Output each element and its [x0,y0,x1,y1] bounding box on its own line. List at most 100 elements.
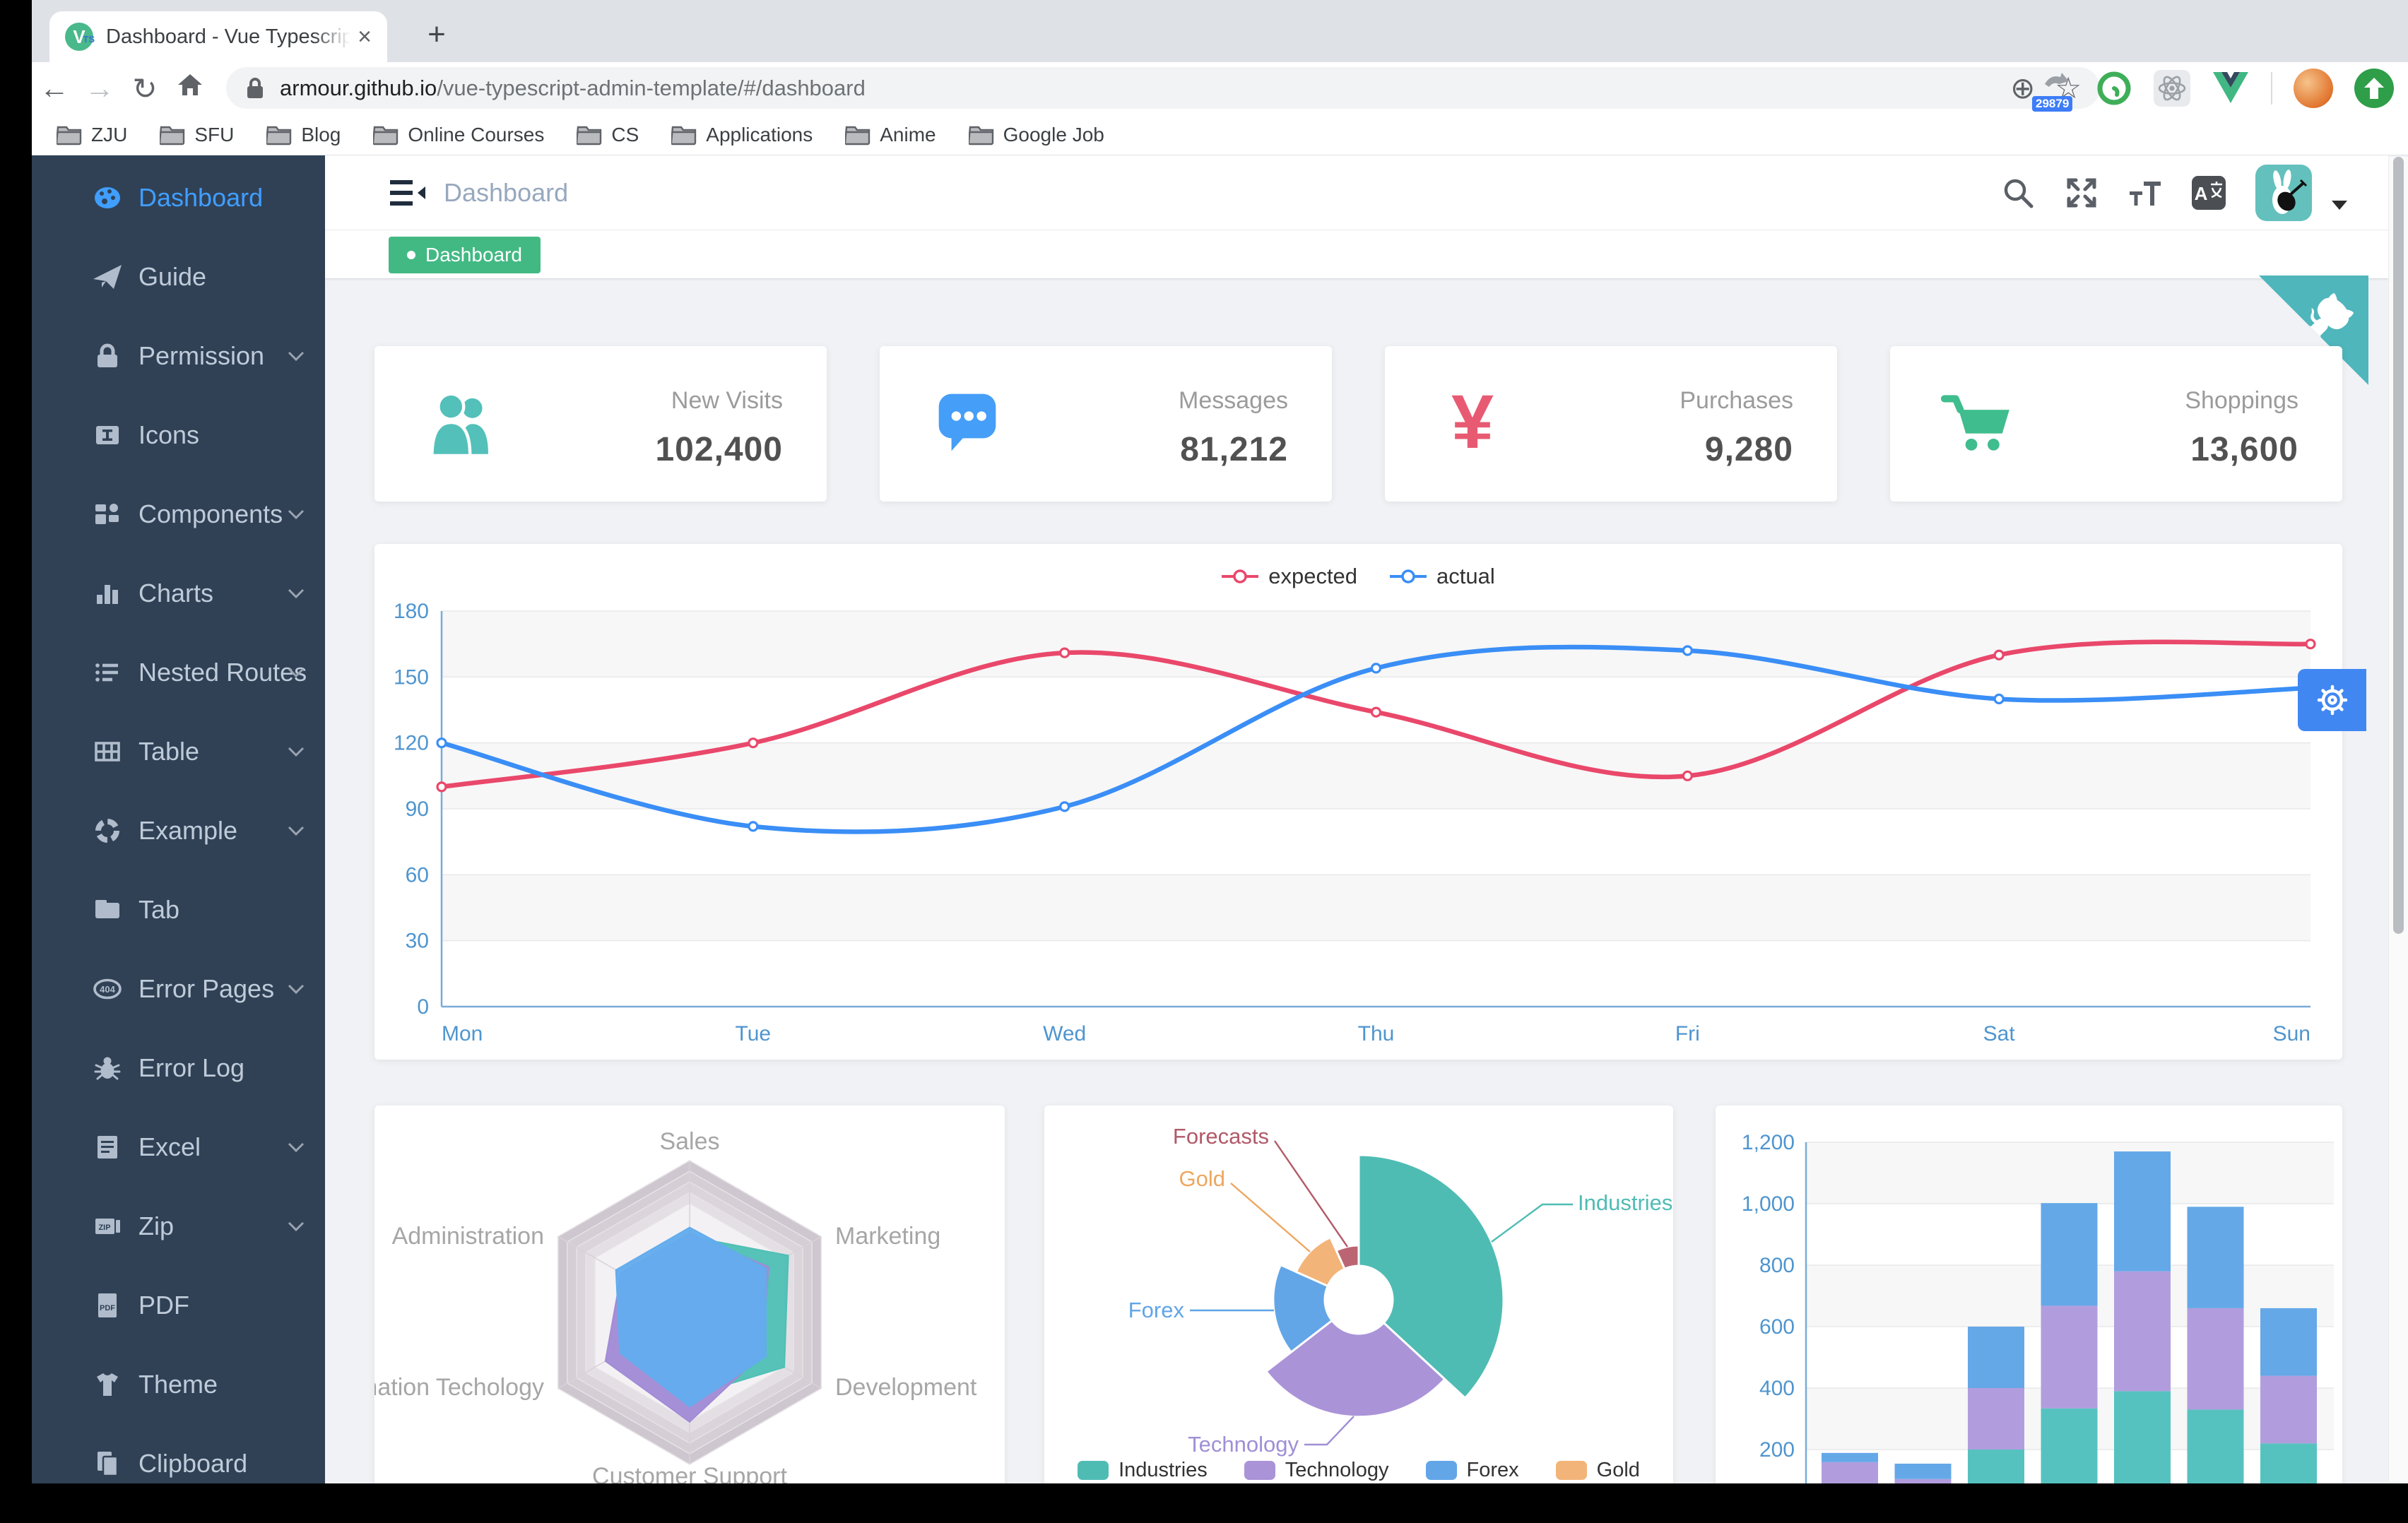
sidebar-item-charts[interactable]: Charts [32,554,325,633]
svg-text:Thu: Thu [1358,1022,1395,1045]
bookmark-item[interactable]: CS [577,124,639,146]
legend-item-expected[interactable]: expected [1222,564,1357,589]
svg-text:150: 150 [394,665,429,689]
sidebar-item-error-pages[interactable]: 404 Error Pages [32,949,325,1029]
search-icon[interactable] [2001,176,2035,210]
sidebar-item-nested-routes[interactable]: Nested Routes [32,633,325,712]
sidebar-item-tab[interactable]: Tab [32,870,325,949]
svg-text:90: 90 [406,798,429,821]
sidebar-item-excel[interactable]: Excel [32,1108,325,1187]
avatar-caret-icon[interactable] [2332,200,2347,210]
sidebar-item-table[interactable]: Table [32,712,325,791]
sidebar-item-label: Components [138,499,283,528]
extension-button[interactable]: 29879 [2032,70,2074,112]
sidebar-item-label: Charts [138,579,214,608]
sidebar-item-error-log[interactable]: Error Log [32,1029,325,1108]
sidebar-item-zip[interactable]: ZIP Zip [32,1187,325,1266]
page-scrollbar[interactable] [2388,157,2408,1482]
lock-icon [247,77,263,98]
svg-text:800: 800 [1759,1254,1795,1277]
bookmark-item[interactable]: Online Courses [373,124,544,146]
vue-extension-icon[interactable] [2212,71,2250,106]
breadcrumb[interactable]: Dashboard [444,178,569,207]
svg-text:Sat: Sat [1983,1022,2016,1045]
sidebar-item-dashboard[interactable]: Dashboard [32,158,325,237]
radar-chart: Sales Marketing Development Customer Suppor… [374,1128,977,1483]
sidebar-item-example[interactable]: Example [32,791,325,870]
tags-view-bar: Dashboard [325,230,2388,279]
sidebar-item-theme[interactable]: Theme [32,1345,325,1424]
legend-label: Industries [1119,1459,1208,1481]
stat-card-purchases[interactable]: ¥ Purchases 9,280 [1385,346,1837,502]
stat-label: Messages [1179,387,1288,414]
svg-text:Fri: Fri [1675,1022,1700,1045]
profile-avatar[interactable] [2294,69,2333,108]
stat-card-shoppings[interactable]: Shoppings 13,600 [1890,346,2342,502]
bookmark-label: CS [611,123,639,146]
sidebar-item-icons[interactable]: Icons [32,396,325,475]
sidebar-item-label: Error Log [138,1053,245,1082]
chevron-down-icon [288,668,305,678]
forward-icon[interactable]: → [85,71,114,105]
sidebar-item-components[interactable]: Components [32,475,325,554]
user-avatar[interactable] [2255,165,2312,221]
back-icon[interactable]: ← [40,71,69,105]
hamburger-icon[interactable] [390,177,425,213]
bookmark-item[interactable]: SFU [160,124,234,146]
pie-legend-item-gold[interactable]: Gold [1555,1459,1640,1482]
legend-label: actual [1436,564,1495,588]
address-bar[interactable]: armour.github.io/vue-typescript-admin-te… [226,67,2100,109]
browser-window: VTS Dashboard - Vue Typescript Ad × + ← … [32,0,2408,1483]
circled-plus-icon[interactable]: ⊕ [2010,71,2036,105]
fullscreen-icon[interactable] [2065,176,2099,210]
browser-tab[interactable]: VTS Dashboard - Vue Typescript Ad × [49,11,387,62]
sidebar-item-label: Permission [138,341,265,370]
stat-card-new-visits[interactable]: New Visits 102,400 [374,346,827,502]
sidebar-item-pdf[interactable]: PDF PDF [32,1266,325,1345]
line-legend-marker-icon [1222,569,1259,583]
tab-close-icon[interactable]: × [358,23,372,50]
stat-value: 102,400 [655,431,783,468]
url-text: armour.github.io/vue-typescript-admin-te… [280,76,866,101]
pie-legend-item-forex[interactable]: Forex [1425,1459,1519,1482]
gear-icon [2317,685,2347,716]
scrollbar-thumb[interactable] [2393,157,2404,934]
react-extension-icon[interactable] [2154,70,2190,107]
browser-update-button[interactable] [2354,69,2394,108]
home-icon[interactable] [167,71,213,106]
bookmark-item[interactable]: Blog [266,124,341,146]
extension-badge: 29879 [2032,95,2073,112]
bookmark-item[interactable]: Anime [845,124,936,146]
people-icon [423,383,502,462]
toolbar-separator [2271,72,2272,105]
svg-text:Customer Support: Customer Support [592,1463,787,1483]
sidebar-item-label: Zip [138,1211,175,1240]
text-size-icon[interactable] [2128,176,2162,210]
legend-item-actual[interactable]: actual [1390,564,1495,589]
translate-icon[interactable]: A [2192,176,2226,210]
svg-text:30: 30 [406,930,429,953]
bookmark-item[interactable]: Applications [671,124,813,146]
lock-icon [92,340,123,372]
pie-legend-item-technology[interactable]: Technology [1244,1459,1389,1482]
folder-icon [577,126,602,145]
table-icon [92,736,123,767]
svg-text:Development: Development [835,1374,977,1401]
green-ring-extension-icon[interactable] [2096,70,2132,107]
bar-chart: 1,200 1,000 800 600 400 200 [1742,1131,2334,1483]
settings-gear-button[interactable] [2298,669,2366,731]
sidebar-item-label: Excel [138,1132,201,1161]
tag-dashboard[interactable]: Dashboard [389,237,541,273]
sidebar-item-label: Dashboard [138,183,264,212]
bookmark-item[interactable]: Google Job [968,124,1104,146]
sidebar-item-guide[interactable]: Guide [32,237,325,316]
reload-icon[interactable]: ↻ [132,71,158,105]
tshirt-icon [92,1369,123,1400]
bar-chart-card: 1,200 1,000 800 600 400 200 [1716,1106,2342,1483]
new-tab-button[interactable]: + [427,17,446,52]
pie-legend-item-industries[interactable]: Industries [1078,1459,1208,1482]
sidebar-item-permission[interactable]: Permission [32,316,325,396]
sidebar-item-clipboard[interactable]: Clipboard [32,1424,325,1483]
stat-card-messages[interactable]: Messages 81,212 [880,346,1332,502]
bookmark-item[interactable]: ZJU [57,124,127,146]
